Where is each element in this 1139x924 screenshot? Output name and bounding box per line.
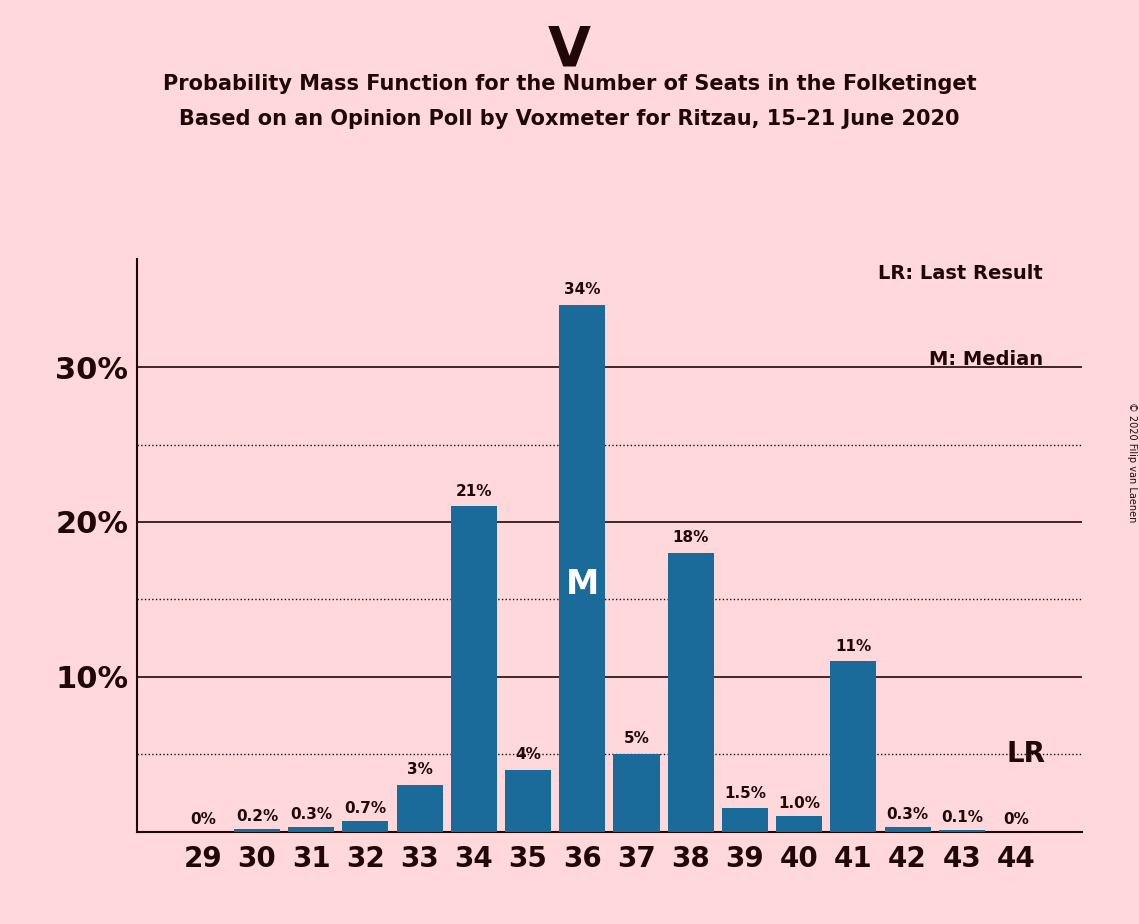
Text: Based on an Opinion Poll by Voxmeter for Ritzau, 15–21 June 2020: Based on an Opinion Poll by Voxmeter for… (179, 109, 960, 129)
Bar (667, 553, 714, 832)
Bar (614, 754, 659, 832)
Bar (505, 770, 551, 832)
Bar (559, 305, 605, 832)
Text: 4%: 4% (515, 747, 541, 762)
Bar (288, 827, 334, 832)
Text: 5%: 5% (623, 732, 649, 747)
Text: LR: Last Result: LR: Last Result (878, 264, 1043, 284)
Text: 11%: 11% (835, 638, 871, 653)
Text: 3%: 3% (407, 762, 433, 777)
Text: 0.3%: 0.3% (290, 808, 333, 822)
Bar (451, 506, 497, 832)
Bar (885, 827, 931, 832)
Bar (343, 821, 388, 832)
Text: 0.1%: 0.1% (941, 810, 983, 825)
Text: Probability Mass Function for the Number of Seats in the Folketinget: Probability Mass Function for the Number… (163, 74, 976, 94)
Text: M: M (566, 567, 599, 601)
Text: 0.3%: 0.3% (886, 808, 928, 822)
Text: 34%: 34% (564, 283, 600, 298)
Bar (722, 808, 768, 832)
Text: 0%: 0% (1003, 812, 1029, 827)
Text: 1.0%: 1.0% (778, 796, 820, 811)
Bar (830, 662, 876, 832)
Text: LR: LR (1007, 740, 1046, 768)
Bar (396, 785, 443, 832)
Bar (939, 830, 985, 832)
Text: 18%: 18% (672, 530, 708, 545)
Bar (233, 829, 280, 832)
Text: 1.5%: 1.5% (724, 785, 765, 800)
Bar (776, 816, 822, 832)
Text: M: Median: M: Median (929, 350, 1043, 370)
Text: V: V (548, 23, 591, 77)
Text: 0.2%: 0.2% (236, 808, 278, 824)
Text: 21%: 21% (456, 483, 492, 499)
Text: 0.7%: 0.7% (344, 801, 386, 816)
Text: © 2020 Filip van Laenen: © 2020 Filip van Laenen (1126, 402, 1137, 522)
Text: 0%: 0% (190, 812, 215, 827)
